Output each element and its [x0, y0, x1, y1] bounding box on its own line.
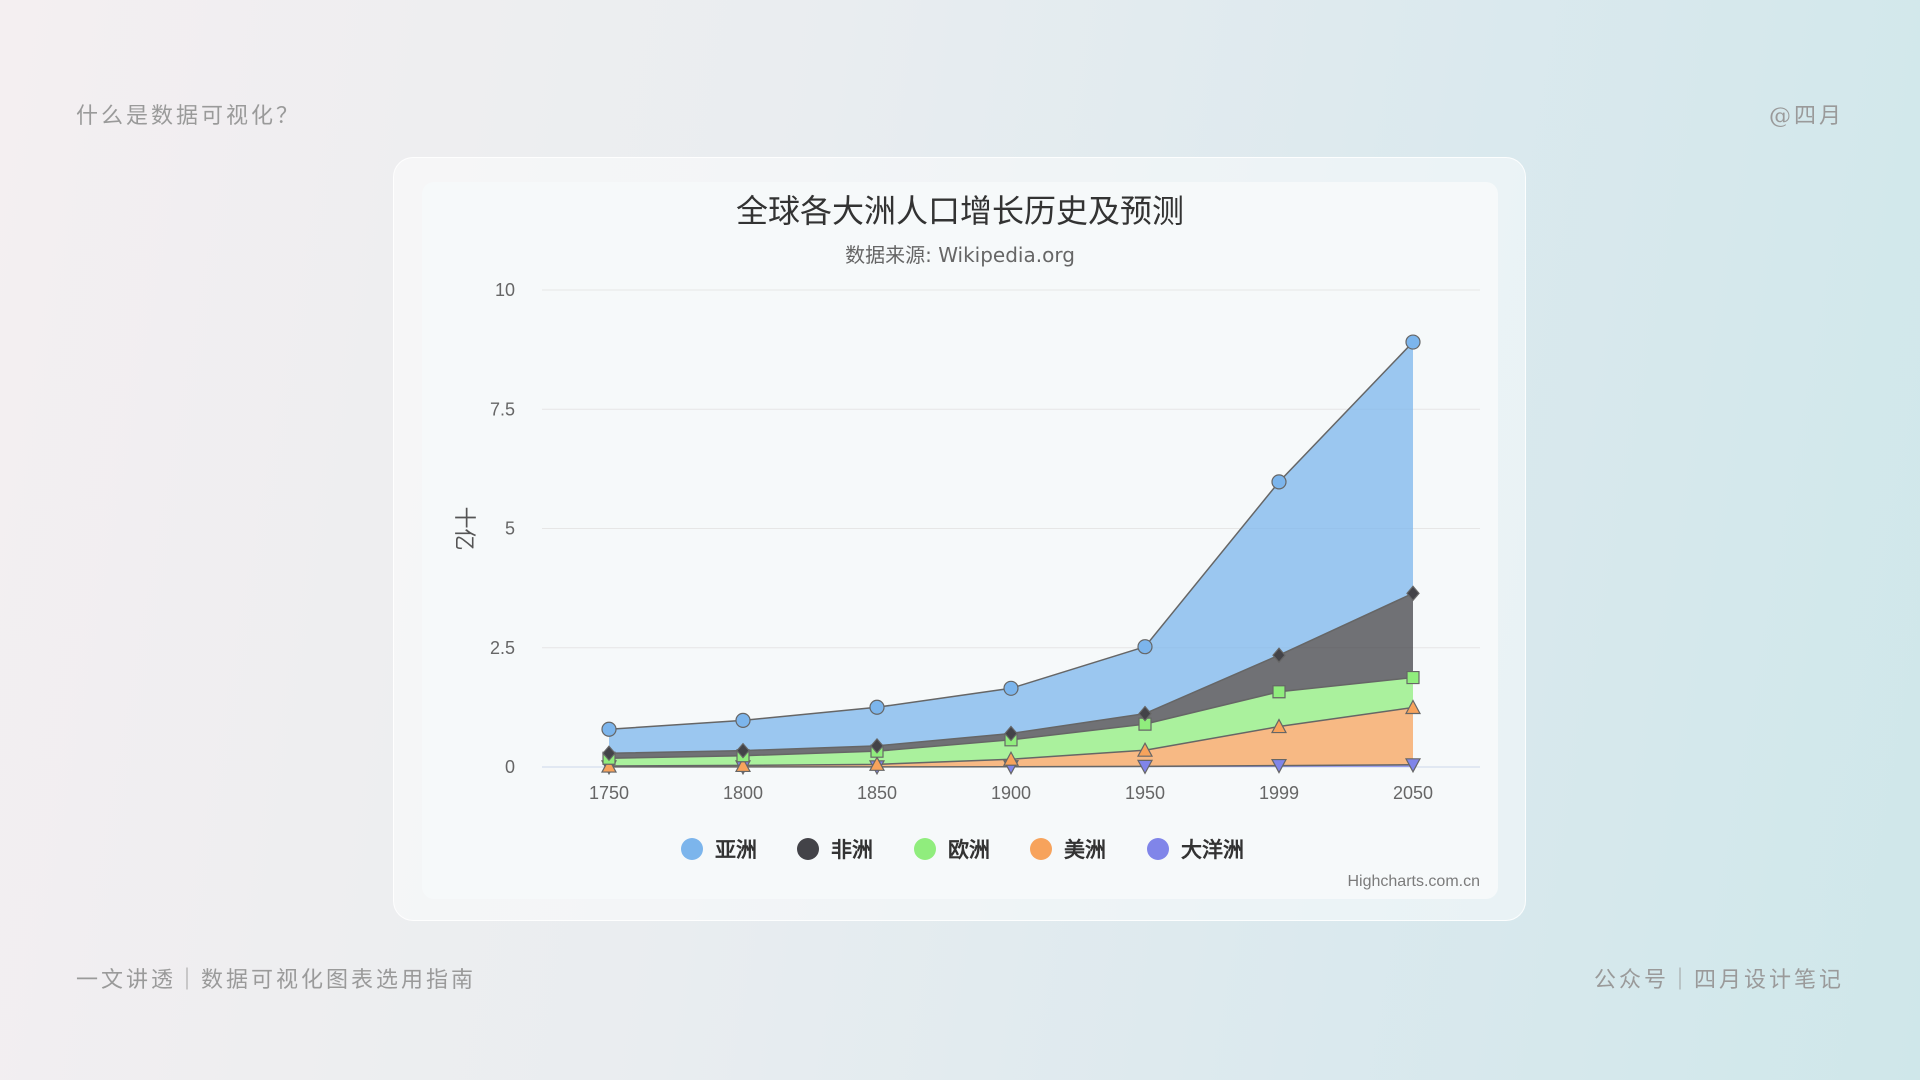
data-point-亚洲: [735, 712, 751, 728]
area-美洲: [609, 707, 1413, 767]
legend-label: 美洲: [1064, 838, 1106, 862]
data-point-欧洲: [1406, 670, 1420, 685]
chart-title: 全球各大洲人口增长历史及预测: [736, 192, 1184, 230]
data-point-美洲: [1002, 751, 1020, 766]
chart-subtitle: 数据来源: Wikipedia.org: [845, 243, 1075, 267]
data-point-非洲: [602, 745, 616, 762]
data-point-美洲: [734, 757, 752, 773]
legend-label: 亚洲: [715, 838, 757, 862]
x-tick-label: 1900: [991, 783, 1031, 803]
data-point-美洲: [868, 756, 886, 771]
data-point-大洋洲: [1270, 758, 1288, 774]
y-tick-label: 2.5: [490, 638, 515, 658]
data-point-亚洲: [1405, 334, 1421, 350]
y-tick-label: 10: [495, 280, 515, 300]
data-point-大洋洲: [1404, 758, 1422, 774]
legend-item-非洲[interactable]: 非洲: [797, 838, 873, 862]
legend-item-美洲[interactable]: 美洲: [1030, 838, 1106, 862]
x-tick-label: 1950: [1125, 783, 1165, 803]
x-tick-label: 2050: [1393, 783, 1433, 803]
page-topic-label: 什么是数据可视化？: [76, 104, 302, 129]
legend-label: 欧洲: [948, 838, 990, 862]
data-point-非洲: [1406, 585, 1420, 602]
data-point-美洲: [600, 757, 618, 773]
data-point-亚洲: [1137, 639, 1153, 655]
data-point-非洲: [1004, 725, 1018, 742]
legend-label: 大洋洲: [1181, 838, 1244, 862]
legend-marker: [681, 838, 703, 860]
data-point-美洲: [1404, 699, 1422, 715]
author-handle: @四月: [1768, 104, 1844, 129]
y-tick-label: 7.5: [490, 399, 515, 419]
legend-marker: [797, 838, 819, 860]
legend-item-欧洲[interactable]: 欧洲: [914, 838, 990, 862]
chart-panel: 全球各大洲人口增长历史及预测数据来源: Wikipedia.org 0 2.5 5 7.…: [422, 182, 1498, 899]
data-point-亚洲: [869, 699, 885, 715]
data-point-非洲: [1138, 705, 1152, 722]
data-point-欧洲: [1272, 685, 1286, 699]
data-point-非洲: [736, 742, 750, 759]
y-tick-label: 5: [505, 519, 515, 539]
x-tick-label: 1800: [723, 783, 763, 803]
legend-marker: [1147, 838, 1169, 860]
data-point-美洲: [1270, 718, 1288, 734]
data-point-亚洲: [1271, 474, 1287, 490]
publisher-label: 公众号｜四月设计笔记: [1593, 968, 1844, 993]
x-tick-label: 1750: [589, 783, 629, 803]
legend-marker: [1030, 838, 1052, 860]
legend-label: 非洲: [831, 838, 873, 862]
data-point-亚洲: [601, 721, 617, 737]
y-tick-label: 0: [505, 757, 515, 777]
data-point-大洋洲: [1136, 759, 1154, 775]
y-axis-title: 十亿: [451, 506, 476, 550]
legend-item-大洋洲[interactable]: 大洋洲: [1147, 838, 1244, 862]
data-point-美洲: [1136, 741, 1154, 757]
x-tick-label: 1850: [857, 783, 897, 803]
data-point-亚洲: [1003, 680, 1019, 696]
area-非洲: [609, 593, 1413, 759]
legend-item-亚洲[interactable]: 亚洲: [681, 838, 757, 862]
data-point-非洲: [1272, 647, 1286, 664]
chart-credit[interactable]: Highcharts.com.cn: [1347, 873, 1481, 890]
x-tick-label: 1999: [1259, 783, 1299, 803]
article-title: 一文讲透｜数据可视化图表选用指南: [76, 968, 477, 993]
area-亚洲: [609, 342, 1413, 754]
data-point-非洲: [870, 737, 884, 754]
legend-marker: [914, 838, 936, 860]
